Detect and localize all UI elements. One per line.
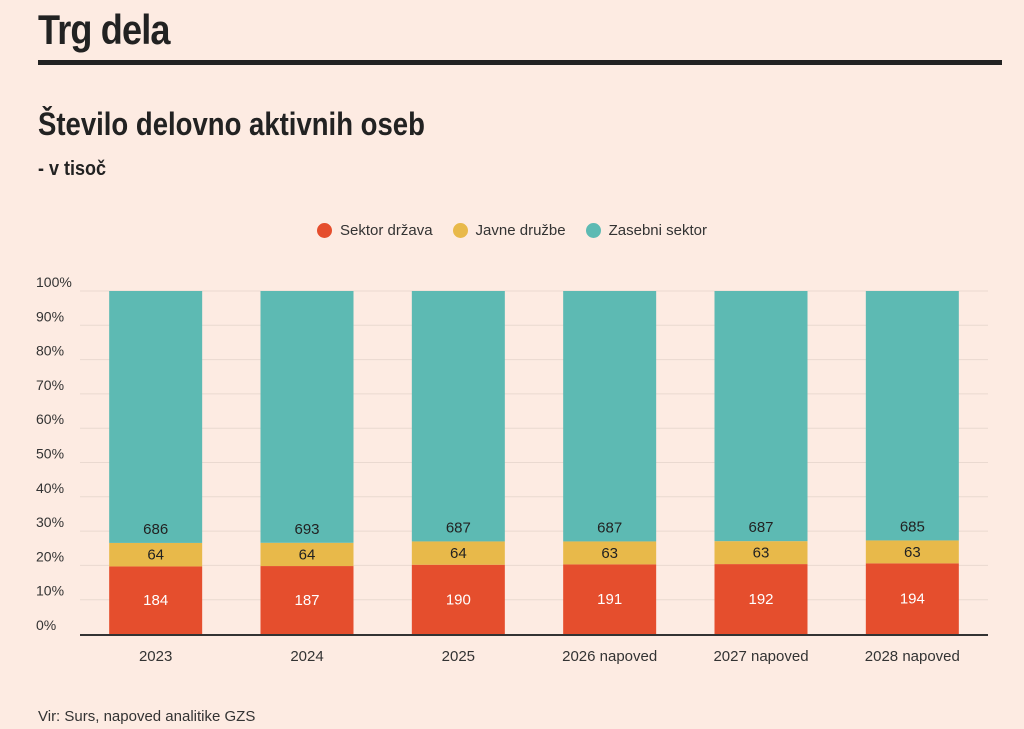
bar-segment (109, 566, 203, 634)
data-label: 63 (601, 545, 618, 562)
x-tick-label: 2025 (442, 648, 475, 665)
y-tick-label: 100% (36, 274, 72, 290)
legend-item-javne-druzbe: Javne družbe (452, 222, 566, 239)
y-tick-label: 80% (36, 343, 64, 359)
chart-subtitle: - v tisoč (38, 158, 107, 180)
data-label: 63 (904, 544, 921, 561)
y-tick-label: 50% (36, 446, 64, 462)
data-label: 685 (900, 518, 925, 535)
data-label: 190 (446, 591, 471, 608)
legend-swatch-sektor-drzava (317, 223, 332, 238)
legend-item-zasebni-sektor: Zasebni sektor (585, 222, 707, 239)
y-tick-label: 0% (36, 617, 56, 633)
data-label: 64 (147, 547, 164, 564)
y-tick-label: 90% (36, 308, 64, 324)
bar-segment (260, 566, 354, 634)
data-label: 64 (450, 545, 467, 562)
bar-segment (865, 563, 959, 634)
data-label: 687 (597, 519, 622, 536)
bar-segment (563, 564, 657, 634)
bar-segment (109, 542, 203, 567)
data-label: 194 (900, 591, 925, 608)
x-tick-label: 2027 napoved (713, 648, 808, 665)
legend-label-zasebni-sektor: Zasebni sektor (608, 222, 707, 239)
legend-label-javne-druzbe: Javne družbe (475, 222, 566, 239)
bar-segment (411, 541, 505, 565)
bar-segment (563, 541, 657, 565)
y-tick-label: 30% (36, 514, 64, 530)
source-note: Vir: Surs, napoved analitike GZS (38, 708, 256, 725)
page-title: Trg dela (38, 6, 170, 53)
data-label: 686 (143, 521, 168, 538)
x-tick-label: 2026 napoved (562, 648, 657, 665)
x-tick-label: 2023 (139, 648, 172, 665)
chart-legend: Sektor država Javne družbe Zasebni sekto… (0, 222, 1024, 239)
y-tick-label: 70% (36, 377, 64, 393)
data-label: 63 (753, 545, 770, 562)
chart-title: Število delovno aktivnih oseb (38, 106, 425, 142)
data-label: 184 (143, 592, 168, 609)
legend-swatch-zasebni-sektor (585, 223, 601, 238)
bar-segment (714, 541, 808, 565)
data-label: 687 (446, 519, 471, 536)
data-label: 64 (299, 546, 316, 563)
y-tick-label: 40% (36, 480, 64, 496)
bar-segment (563, 291, 657, 542)
x-tick-label: 2028 napoved (865, 648, 960, 665)
data-label: 191 (597, 591, 622, 608)
data-label: 687 (748, 519, 773, 536)
bar-segment (714, 564, 808, 634)
bar-segment (260, 542, 354, 567)
data-label: 693 (294, 521, 319, 538)
bar-segment (865, 291, 959, 541)
bar-segment (714, 291, 808, 542)
y-tick-label: 60% (36, 411, 64, 427)
data-label: 187 (294, 592, 319, 609)
bar-segment (411, 564, 505, 634)
header-divider (38, 60, 1002, 65)
y-tick-label: 10% (36, 583, 64, 599)
legend-label-sektor-drzava: Sektor država (340, 222, 433, 239)
legend-item-sektor-drzava: Sektor država (317, 222, 433, 239)
y-tick-label: 20% (36, 548, 64, 564)
bar-segment (411, 291, 505, 542)
bar-segment (109, 291, 203, 543)
bar-segment (260, 291, 354, 543)
legend-swatch-javne-druzbe (452, 223, 468, 238)
data-label: 192 (748, 591, 773, 608)
bar-segment (865, 540, 959, 564)
x-tick-label: 2024 (290, 648, 323, 665)
